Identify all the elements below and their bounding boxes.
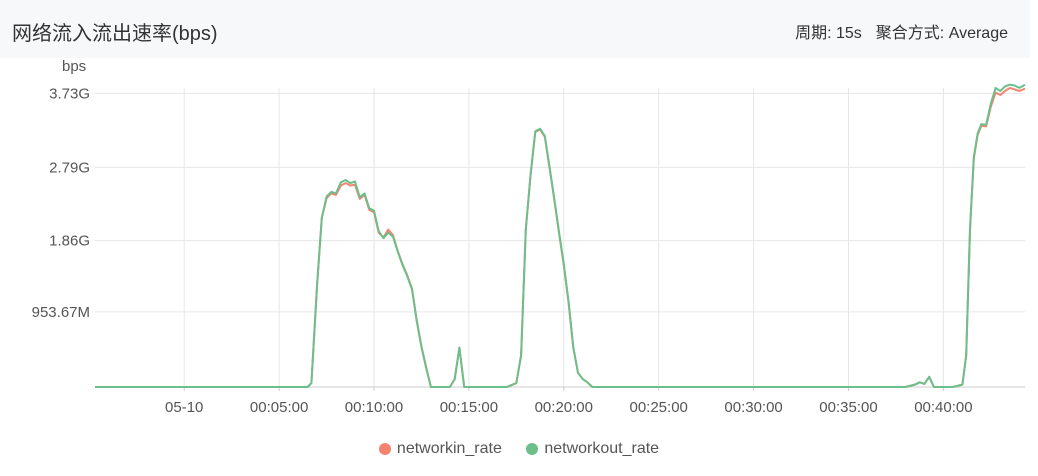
- panel-title: 网络流入流出速率(bps): [12, 23, 218, 45]
- legend-label-networkin: networkin_rate: [396, 440, 502, 457]
- y-tick-label: 2.79G: [49, 159, 90, 176]
- x-tick-label: 00:30:00: [724, 399, 782, 416]
- y-tick-label: 3.73G: [49, 85, 90, 102]
- x-tick-label: 00:25:00: [629, 399, 687, 416]
- panel-header: 网络流入流出速率(bps) 周期: 15s 聚合方式: Average: [0, 0, 1030, 58]
- x-tick-label: 00:05:00: [250, 399, 308, 416]
- y-axis-unit: bps: [62, 58, 87, 75]
- x-tick-label: 00:40:00: [914, 399, 972, 416]
- aggregation-label: 聚合方式: Average: [875, 25, 1008, 42]
- x-tick-label: 00:20:00: [535, 399, 593, 416]
- x-tick-label: 00:35:00: [819, 399, 877, 416]
- legend-item-networkout[interactable]: networkout_rate: [526, 440, 659, 458]
- panel-meta: 周期: 15s 聚合方式: Average: [795, 19, 1008, 43]
- legend-item-networkin[interactable]: networkin_rate: [378, 440, 502, 458]
- legend: networkin_rate networkout_rate: [0, 440, 1038, 460]
- y-tick-label: 953.67M: [32, 304, 90, 321]
- legend-dot-networkout: [526, 443, 539, 455]
- series-line-networkout_rate: [95, 83, 1026, 388]
- series-lines: [95, 83, 1026, 388]
- axes: 953.67M 1.86G 2.79G 3.73G 05-10 00:05:00 00:10…: [32, 85, 1025, 416]
- period-label: 周期: 15s: [795, 25, 862, 42]
- x-tick-label: 00:10:00: [345, 399, 403, 416]
- x-tick-label: 05-10: [165, 399, 203, 416]
- legend-label-networkout: networkout_rate: [544, 440, 660, 457]
- x-tick-label: 00:15:00: [440, 399, 498, 416]
- y-tick-label: 1.86G: [49, 233, 90, 250]
- legend-dot-networkin: [378, 443, 391, 455]
